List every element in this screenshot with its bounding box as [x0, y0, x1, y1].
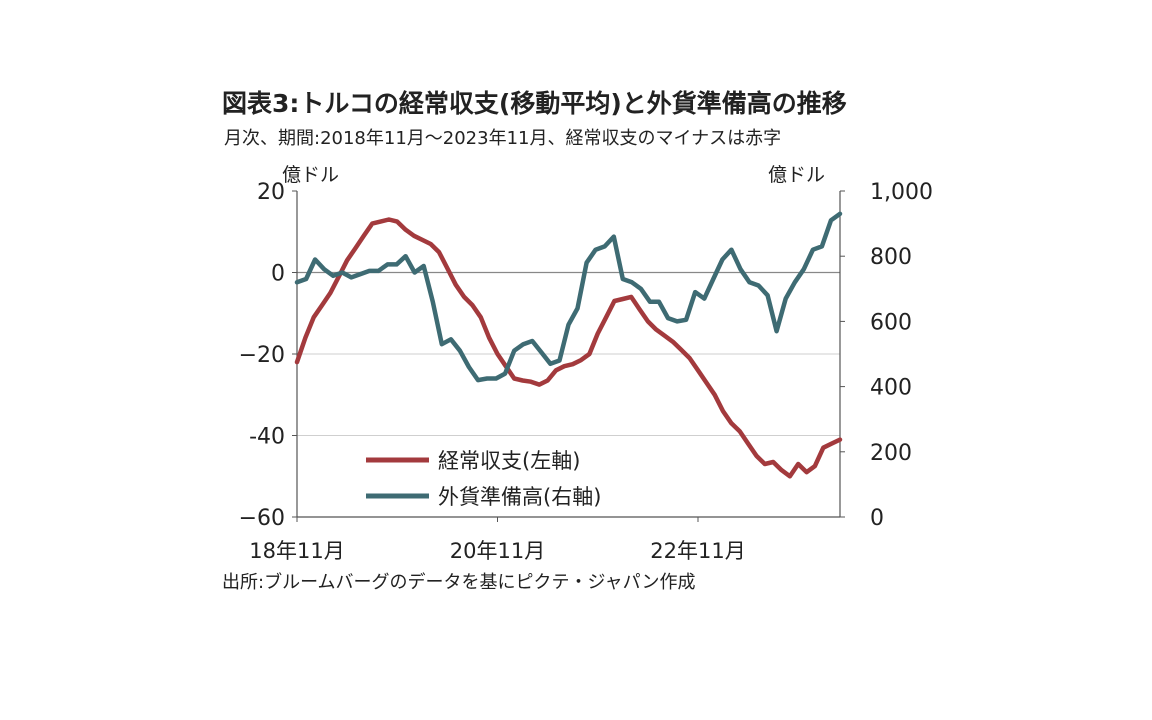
right-tick-label: 800: [870, 245, 912, 270]
series-line-0: [294, 217, 843, 479]
right-tick-label: 0: [870, 506, 884, 531]
series-line-1: [294, 211, 843, 383]
x-tick-label: 18年11月: [249, 539, 344, 563]
legend: 経常収支(左軸) 外貨準備高(右軸): [366, 449, 601, 509]
right-tick-label: 400: [870, 376, 912, 401]
x-tick-label: 20年11月: [450, 539, 545, 563]
legend-label-0: 経常収支(左軸): [438, 449, 580, 473]
axes: [292, 190, 845, 522]
left-tick-label: −20: [239, 343, 285, 368]
left-tick-label: -40: [249, 425, 285, 450]
left-tick-label: 0: [271, 262, 285, 287]
left-tick-label: −60: [239, 506, 285, 531]
left-axis-unit: 億ドル: [282, 164, 339, 186]
legend-label-1: 外貨準備高(右軸): [438, 485, 601, 509]
series-lines: [294, 211, 843, 479]
right-tick-label: 600: [870, 310, 912, 335]
source-note: 出所:ブルームバーグのデータを基にピクテ・ジャパン作成: [222, 572, 696, 593]
left-tick-label: 20: [257, 180, 285, 205]
chart-title: 図表3:トルコの経常収支(移動平均)と外貨準備高の推移: [222, 89, 847, 118]
right-tick-label: 200: [870, 441, 912, 466]
x-tick-label: 22年11月: [650, 539, 745, 563]
chart-subtitle: 月次、期間:2018年11月～2023年11月、経常収支のマイナスは赤字: [224, 128, 782, 149]
right-tick-label: 1,000: [870, 180, 933, 205]
right-axis-unit: 億ドル: [768, 164, 825, 186]
gridlines: [297, 271, 840, 436]
